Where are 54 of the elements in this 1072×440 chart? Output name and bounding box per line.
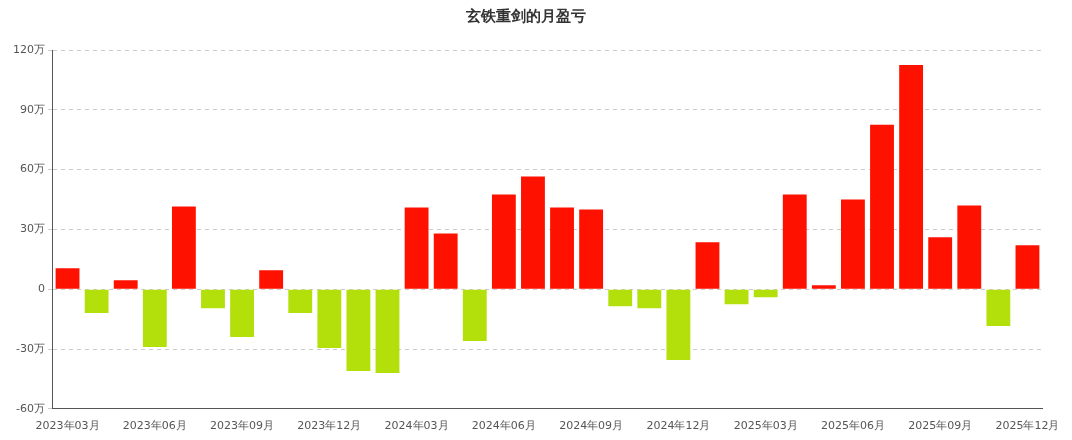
bar <box>521 176 545 289</box>
y-tick-label: -60万 <box>16 401 45 415</box>
bar <box>695 242 720 289</box>
y-tick-label: 30万 <box>20 222 45 236</box>
bar <box>608 289 633 307</box>
bar <box>171 206 196 289</box>
x-tick-label: 2025年03月 <box>733 419 798 433</box>
bar <box>259 270 284 289</box>
x-tick-label: 2023年03月 <box>35 419 100 433</box>
y-tick-label: 0 <box>38 282 45 296</box>
x-tick-label: 2023年12月 <box>297 419 362 433</box>
bar <box>811 285 836 289</box>
bar <box>637 289 662 309</box>
bar <box>928 237 953 289</box>
bar <box>957 205 982 289</box>
x-tick-label: 2024年12月 <box>646 419 711 433</box>
bar <box>899 64 924 289</box>
bar <box>375 289 400 373</box>
bar <box>782 194 807 289</box>
bar <box>288 289 313 314</box>
x-tick-label: 2023年06月 <box>122 419 187 433</box>
bar <box>84 289 109 314</box>
x-tick-label: 2023年09月 <box>210 419 275 433</box>
y-tick-label: 120万 <box>13 42 45 56</box>
bar <box>201 289 225 309</box>
bar <box>724 289 749 305</box>
y-tick-label: -30万 <box>16 341 45 355</box>
x-tick-label: 2024年09月 <box>559 419 624 433</box>
bar <box>753 289 778 298</box>
bar <box>870 124 894 289</box>
y-tick-label: 60万 <box>20 162 45 176</box>
y-tick-label: 90万 <box>20 102 45 116</box>
bar <box>142 289 167 348</box>
bar <box>491 194 516 289</box>
chart-title: 玄铁重剑的月盈亏 <box>465 6 586 25</box>
bar <box>113 280 138 289</box>
x-tick-label: 2025年12月 <box>995 419 1060 433</box>
bar <box>986 289 1011 327</box>
x-tick-label: 2025年09月 <box>908 419 973 433</box>
bar <box>230 289 254 338</box>
x-tick-label: 2025年06月 <box>820 419 885 433</box>
x-tick-label: 2024年03月 <box>384 419 449 433</box>
bar <box>579 209 604 289</box>
bar <box>666 289 691 360</box>
bar <box>1015 245 1040 289</box>
bar <box>55 268 80 289</box>
bar <box>317 289 342 348</box>
bar <box>404 207 429 289</box>
bar <box>346 289 371 371</box>
bar <box>550 207 574 289</box>
bar <box>433 233 458 289</box>
x-tick-label: 2024年06月 <box>471 419 536 433</box>
bar <box>841 199 865 289</box>
bar <box>462 289 487 342</box>
